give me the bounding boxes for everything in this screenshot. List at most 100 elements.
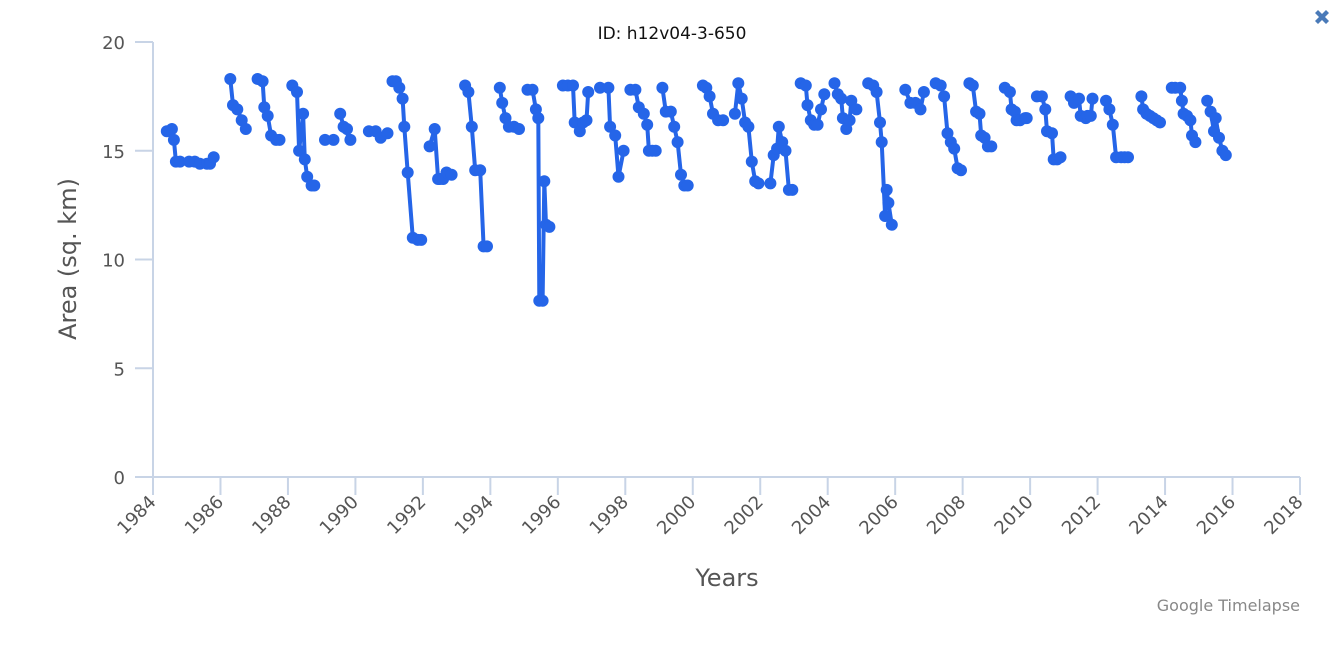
data-point[interactable] [966, 79, 979, 92]
data-point[interactable] [917, 86, 930, 98]
data-point[interactable] [656, 81, 669, 94]
data-point[interactable] [1189, 136, 1202, 149]
data-point[interactable] [428, 123, 441, 135]
data-point[interactable] [850, 103, 863, 116]
data-point[interactable] [914, 103, 927, 116]
data-point[interactable] [341, 123, 353, 135]
data-point[interactable] [779, 144, 792, 157]
data-point[interactable] [174, 155, 186, 168]
data-point[interactable] [334, 107, 347, 120]
data-point[interactable] [772, 120, 785, 133]
data-point[interactable] [493, 81, 506, 94]
data-point[interactable] [764, 177, 777, 190]
data-point[interactable] [496, 96, 509, 109]
data-point[interactable] [1106, 118, 1119, 131]
data-point[interactable] [415, 233, 428, 246]
data-point[interactable] [1135, 90, 1148, 103]
data-point[interactable] [752, 177, 765, 190]
data-point[interactable] [1174, 81, 1187, 94]
data-point[interactable] [843, 114, 856, 127]
data-point[interactable] [594, 81, 606, 94]
data-point[interactable] [297, 107, 310, 120]
data-point[interactable] [256, 75, 269, 88]
data-point[interactable] [629, 83, 642, 96]
data-point[interactable] [1086, 92, 1099, 105]
data-point[interactable] [801, 99, 814, 112]
data-point[interactable] [973, 107, 986, 120]
data-point[interactable] [1054, 151, 1067, 164]
data-point[interactable] [938, 90, 951, 103]
data-point[interactable] [261, 109, 274, 122]
data-point[interactable] [948, 142, 961, 155]
data-point[interactable] [319, 133, 331, 146]
data-point[interactable] [526, 83, 539, 96]
data-point[interactable] [396, 92, 409, 105]
data-point[interactable] [985, 140, 998, 153]
data-point[interactable] [885, 218, 898, 231]
data-point[interactable] [538, 175, 551, 188]
data-point[interactable] [1073, 92, 1085, 105]
data-point[interactable] [818, 88, 831, 101]
data-point[interactable] [668, 120, 681, 133]
data-point[interactable] [799, 79, 812, 92]
data-point[interactable] [717, 114, 730, 127]
data-point[interactable] [828, 77, 841, 90]
data-point[interactable] [1154, 116, 1166, 129]
data-point[interactable] [582, 86, 595, 98]
data-point[interactable] [1039, 103, 1052, 116]
data-point[interactable] [1103, 103, 1116, 116]
data-point[interactable] [1020, 112, 1033, 125]
data-point[interactable] [1184, 114, 1197, 127]
data-point[interactable] [474, 164, 487, 177]
data-point[interactable] [664, 105, 677, 118]
data-point[interactable] [899, 83, 912, 96]
close-icon[interactable] [1311, 6, 1333, 28]
data-point[interactable] [835, 92, 848, 105]
data-point[interactable] [568, 116, 581, 129]
data-point[interactable] [1035, 90, 1048, 103]
data-point[interactable] [536, 294, 549, 307]
data-point[interactable] [955, 164, 967, 177]
data-point[interactable] [671, 136, 684, 149]
data-point[interactable] [703, 90, 716, 103]
data-point[interactable] [543, 220, 556, 233]
data-point[interactable] [1084, 109, 1097, 122]
data-point[interactable] [609, 129, 622, 142]
data-point[interactable] [732, 77, 745, 90]
data-point[interactable] [811, 118, 824, 131]
data-point[interactable] [604, 120, 617, 133]
data-point[interactable] [308, 179, 321, 192]
data-point[interactable] [207, 151, 220, 164]
data-point[interactable] [815, 103, 827, 116]
data-point[interactable] [602, 81, 615, 94]
data-point[interactable] [1046, 127, 1058, 140]
data-point[interactable] [291, 86, 303, 98]
data-point[interactable] [735, 92, 748, 105]
data-point[interactable] [675, 168, 687, 181]
data-point[interactable] [1219, 149, 1232, 162]
data-point[interactable] [649, 144, 662, 157]
data-point[interactable] [728, 107, 741, 120]
data-point[interactable] [165, 123, 178, 135]
data-point[interactable] [231, 103, 244, 116]
data-point[interactable] [934, 79, 947, 92]
data-point[interactable] [879, 210, 892, 222]
data-point[interactable] [641, 118, 654, 131]
data-point[interactable] [239, 123, 252, 135]
data-point[interactable] [1209, 112, 1222, 125]
data-point[interactable] [465, 120, 478, 133]
data-point[interactable] [880, 183, 893, 196]
data-point[interactable] [423, 140, 436, 153]
data-point[interactable] [875, 136, 888, 149]
data-point[interactable] [481, 240, 493, 253]
data-point[interactable] [273, 133, 286, 146]
data-point[interactable] [742, 120, 755, 133]
data-point[interactable] [567, 79, 579, 92]
data-point[interactable] [401, 166, 414, 179]
data-point[interactable] [167, 133, 180, 146]
data-point[interactable] [845, 94, 858, 107]
data-point[interactable] [1213, 131, 1225, 144]
data-point[interactable] [298, 153, 311, 166]
data-point[interactable] [381, 127, 394, 140]
data-point[interactable] [882, 196, 895, 209]
